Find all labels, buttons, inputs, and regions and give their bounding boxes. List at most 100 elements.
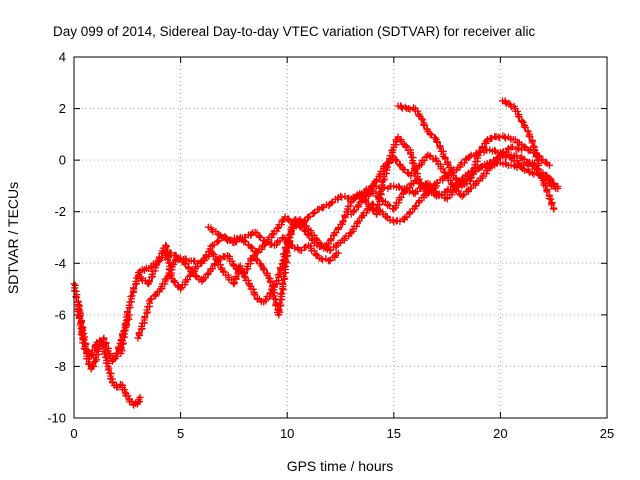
data-point-interp [312,251,320,259]
data-point-interp [216,261,224,269]
data-point [432,179,440,187]
x-tick-label: 20 [493,426,507,441]
data-point-interp [436,144,444,152]
data-point-interp [469,167,477,175]
y-tick-label: -6 [54,307,66,322]
data-point-interp [433,138,441,146]
data-point-interp [444,160,452,168]
data-point [121,388,129,396]
data-point [162,241,170,249]
data-point-interp [275,270,283,278]
data-point-interp [526,133,534,141]
data-point [268,231,276,239]
data-point-interp [117,344,125,352]
y-tick-label: -4 [54,256,66,271]
data-point [554,185,562,193]
x-tick-labels: 0 5 10 15 20 25 [70,426,614,441]
data-point [136,393,144,401]
y-tick-label: 2 [59,101,66,116]
y-tick-label: -8 [54,359,66,374]
data-point-interp [448,180,456,188]
data-point-interp [104,366,112,374]
data-point [334,249,342,257]
data-point-interp [407,150,415,158]
data-point [550,205,558,213]
data-point-interp [531,146,539,154]
data-point-interp [275,306,283,314]
data-point-interp [265,274,273,282]
data-point-interp [376,188,384,196]
y-axis-label: SDTVAR / TECUs [5,182,21,294]
data-point-interp [447,176,455,184]
data-point [518,117,526,125]
data-point-interp [406,105,414,113]
x-tick-label: 0 [70,426,77,441]
data-point-interp [532,153,540,161]
x-tick-label: 5 [177,426,184,441]
data-point-interp [121,320,129,328]
data-point [418,115,426,123]
data-point-interp [350,207,358,215]
data-point [358,213,366,221]
data-point-interp [148,270,156,278]
x-tick-label: 10 [280,426,294,441]
data-point-interp [328,199,336,207]
series-pass-5 [134,241,244,293]
data-point-interp [143,306,151,314]
data-point-interp [282,256,290,264]
data-point-interp [277,290,285,298]
data-point-interp [101,341,109,349]
data-series [70,97,562,409]
data-point-interp [196,258,204,266]
data-point-interp [286,231,294,239]
series-pass-12 [356,143,526,203]
data-point-interp [274,271,282,279]
data-point-interp [310,209,318,217]
data-point-interp [163,249,171,257]
series-pass-7 [204,223,342,265]
data-point-interp [81,345,89,353]
data-point-interp [404,104,412,112]
y-tick-label: -10 [47,411,66,426]
data-point-interp [233,235,241,243]
data-point-interp [528,139,536,147]
data-point-interp [128,292,136,300]
data-point-interp [502,98,509,106]
data-point-interp [519,118,527,126]
data-point-interp [124,392,132,400]
data-point [518,146,526,154]
y-tick-label: -2 [54,204,66,219]
data-point-interp [473,152,481,160]
data-point-interp [319,256,327,264]
y-tick-label: 0 [59,153,66,168]
data-point-interp [105,352,113,360]
data-point-interp [76,321,84,329]
data-point-interp [401,103,409,111]
data-point-interp [141,313,149,321]
series-pass-11 [499,97,543,169]
data-point [545,161,553,169]
data-point-interp [232,273,240,281]
data-point-interp [530,142,538,150]
data-point-interp [285,231,293,239]
data-point-interp [279,279,287,287]
data-point-interp [525,132,533,140]
data-point-interp [468,174,476,182]
data-point [535,161,543,169]
data-point-interp [274,224,282,232]
data-point [411,203,419,211]
data-point-interp [85,360,93,368]
data-point-interp [270,294,278,302]
data-point-interp [228,257,236,265]
data-point-interp [244,276,252,284]
data-point-interp [466,174,474,182]
data-point-interp [514,112,522,120]
data-point-interp [419,116,427,124]
data-point-interp [121,327,129,335]
data-point-interp [130,284,138,292]
data-point-interp [214,237,222,245]
data-point-interp [283,248,291,256]
data-point-interp [420,121,428,129]
data-point [373,210,381,218]
